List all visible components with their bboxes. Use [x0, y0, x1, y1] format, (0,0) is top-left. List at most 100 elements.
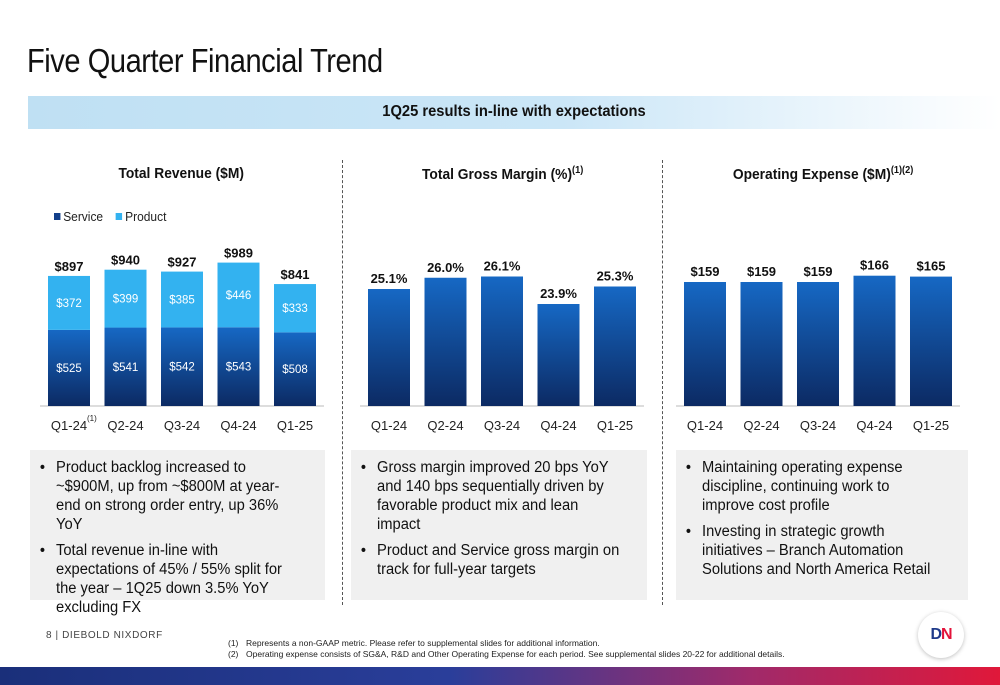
bar-value-label: $165	[917, 259, 946, 274]
revenue-bullet-2: Total revenue in-line with expectations …	[40, 541, 302, 617]
opex-commentary: Maintaining operating expense discipline…	[676, 450, 968, 600]
x-tick-label: Q2-24	[107, 418, 143, 433]
x-tick-label: Q3-24	[164, 418, 200, 433]
opex-bullet-1: Maintaining operating expense discipline…	[686, 458, 945, 515]
legend-item-product: Product	[115, 209, 167, 224]
value-bar	[910, 276, 952, 406]
service-value-label: $541	[113, 362, 139, 374]
service-bar	[274, 332, 316, 406]
footnote-1: (1) Represents a non-GAAP metric. Please …	[228, 638, 785, 649]
product-value-label: $399	[113, 294, 139, 306]
margin-title-sup: (1)	[572, 165, 584, 176]
bar-value-label: 25.1%	[371, 271, 408, 286]
x-tick-label: Q3-24	[800, 418, 836, 433]
revenue-commentary: Product backlog increased to ~$900M, up …	[30, 450, 325, 616]
x-tick-label: Q2-24	[427, 418, 463, 433]
footnote-2-text: Operating expense consists of SG&A, R&D …	[246, 649, 785, 659]
product-value-label: $446	[226, 290, 252, 302]
x-tick-label: Q1-25	[913, 418, 949, 433]
logo-text: DN	[930, 626, 952, 643]
footnote-2-num: (2)	[228, 649, 239, 659]
service-bar	[217, 327, 260, 406]
service-value-label: $542	[169, 362, 195, 374]
value-bar	[368, 289, 410, 406]
bar-value-label: $159	[804, 264, 833, 279]
footnote-2: (2) Operating expense consists of SG&A, R…	[228, 649, 785, 660]
revenue-bullet-1: Product backlog increased to ~$900M, up …	[40, 458, 302, 534]
value-bar	[684, 282, 726, 406]
product-bar	[217, 262, 260, 328]
total-value-label: $841	[281, 267, 310, 282]
bar-value-label: $166	[860, 258, 889, 273]
opex-bullet-2: Investing in strategic growth initiative…	[686, 522, 945, 579]
revenue-title-text: Total Revenue ($M)	[118, 165, 244, 182]
product-value-label: $385	[169, 294, 195, 306]
footnote-1-text: Represents a non-GAAP metric. Please ref…	[246, 638, 600, 648]
service-value-label: $543	[226, 362, 252, 374]
product-bar	[161, 271, 203, 328]
value-bar	[481, 276, 523, 406]
opex-panel-title: Operating Expense ($M)(1)(2)	[733, 165, 913, 183]
bar-value-label: 23.9%	[540, 286, 577, 301]
x-tick-label: Q4-24	[856, 418, 892, 433]
bar-value-label: 26.1%	[484, 259, 521, 274]
service-bar	[161, 327, 203, 406]
value-bar	[537, 304, 580, 406]
brand-gradient-bar	[0, 667, 1000, 685]
total-value-label: $940	[111, 253, 140, 268]
product-swatch	[115, 213, 123, 220]
diebold-nixdorf-logo: DN	[918, 612, 964, 658]
bar-value-label: $159	[691, 264, 720, 279]
x-tick-label: Q3-24	[484, 418, 520, 433]
x-tick-label: Q4-24	[220, 418, 256, 433]
value-bar	[853, 275, 896, 406]
opex-title-text: Operating Expense ($M)	[732, 166, 891, 183]
revenue-legend: Service Product	[54, 209, 166, 224]
page-title: Five Quarter Financial Trend	[27, 42, 383, 79]
footnote-1-num: (1)	[228, 638, 239, 648]
bar-value-label: 26.0%	[427, 260, 464, 275]
value-bar	[740, 282, 783, 406]
legend-label-product: Product	[125, 209, 167, 224]
total-value-label: $897	[55, 259, 84, 274]
legend-label-service: Service	[63, 209, 104, 224]
gross-margin-chart: 25.1% Q1-24 26.0% Q2-24 26.1% Q3-24 23.9% Q4-24…	[360, 259, 644, 433]
revenue-panel-title: Total Revenue ($M)	[118, 165, 243, 182]
product-value-label: $333	[282, 303, 308, 315]
x-tick-label: Q1-24	[687, 418, 723, 433]
margin-panel-title: Total Gross Margin (%)(1)	[422, 165, 583, 183]
value-bar	[797, 282, 839, 406]
x-tick-label: Q4-24	[540, 418, 576, 433]
bar-value-label: $159	[747, 264, 776, 279]
opex-title-sup: (1)(2)	[890, 165, 914, 176]
margin-bullet-2: Product and Service gross margin on trac…	[361, 541, 624, 579]
opex-chart: $159 Q1-24 $159 Q2-24 $159 Q3-24 $166 Q4-24 $165…	[676, 258, 960, 433]
service-value-label: $508	[282, 364, 308, 376]
legend-item-service: Service	[54, 209, 103, 224]
service-value-label: $525	[56, 363, 82, 375]
total-value-label: $989	[224, 246, 253, 261]
revenue-chart: $525 $372 $897 Q1-24 (1) $541 $399 $940 Q2-24 $54…	[40, 246, 324, 433]
x-tick-label: Q1-24	[51, 418, 87, 433]
product-bar	[274, 284, 316, 333]
x-tick-label: Q1-25	[597, 418, 633, 433]
value-bar	[424, 277, 467, 406]
page-number: 8 | DIEBOLD NIXDORF	[46, 630, 163, 641]
margin-commentary: Gross margin improved 20 bps YoY and 140…	[351, 450, 647, 600]
x-tick-footnote: (1)	[87, 414, 97, 423]
service-bar	[48, 329, 90, 406]
bar-value-label: 25.3%	[597, 269, 634, 284]
service-bar	[104, 327, 147, 406]
x-tick-label: Q2-24	[743, 418, 779, 433]
value-bar	[594, 286, 636, 406]
total-value-label: $927	[168, 255, 197, 270]
product-bar	[48, 275, 90, 330]
product-bar	[104, 269, 147, 328]
x-tick-label: Q1-24	[371, 418, 407, 433]
margin-bullet-1: Gross margin improved 20 bps YoY and 140…	[361, 458, 624, 534]
summary-banner: 1Q25 results in-line with expectations	[28, 96, 1000, 129]
service-swatch	[54, 213, 61, 220]
summary-banner-text: 1Q25 results in-line with expectations	[382, 103, 646, 120]
x-tick-label: Q1-25	[277, 418, 313, 433]
product-value-label: $372	[56, 298, 82, 310]
